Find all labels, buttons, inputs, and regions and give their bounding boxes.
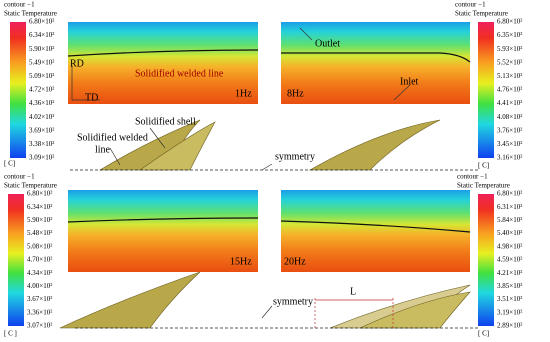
colorbar-title: contour −1 (4, 173, 35, 181)
leader (261, 163, 273, 171)
colorbar-label: 5.84×10² (497, 216, 522, 224)
colorbar-label: 4.08×10² (497, 113, 522, 121)
colorbar-label: 4.72×10² (29, 86, 54, 94)
annotation: RD (70, 58, 84, 69)
colorbar-label: 6.80×10² (497, 190, 522, 198)
annotation: Solidified shell (135, 116, 196, 127)
colorbar-title: contour −1 (455, 1, 486, 9)
annotation: symmetry (273, 296, 313, 307)
leader (149, 127, 166, 149)
colorbar-label: 6.80×10² (497, 18, 522, 26)
annotation: symmetry (275, 151, 315, 162)
contour-panel (68, 190, 258, 272)
colorbar-label: 6.35×10² (497, 31, 522, 39)
colorbar-label: 5.40×10² (497, 229, 522, 237)
shell (308, 119, 441, 171)
leaders (71, 27, 411, 328)
colorbar-label: 4.76×10² (497, 86, 522, 94)
colorbar-label: 3.51×10² (497, 295, 522, 303)
panel-label: 15Hz (230, 256, 252, 267)
colorbar-label: 4.34×10² (27, 269, 52, 277)
colorbar-label: 4.59×10² (497, 256, 522, 264)
colorbar-label: 3.16×10² (497, 154, 522, 162)
contour-panel (281, 22, 470, 104)
colorbar-label: 3.67×10² (27, 295, 52, 303)
colorbar-label: 4.41×10² (497, 99, 522, 107)
colorbar-unit: [ C] (478, 330, 489, 338)
contour-panel (68, 22, 258, 104)
contour-panel (281, 190, 470, 272)
colorbar-label: 6.80×10² (27, 190, 52, 198)
colorbar-label: 5.93×10² (497, 45, 522, 53)
colorbar-label: 4.70×10² (27, 256, 52, 264)
colorbar-label: 4.98×10² (497, 242, 522, 250)
colorbar-unit: [ C] (4, 160, 15, 168)
contour-panels (67, 22, 471, 272)
colorbar (8, 194, 24, 326)
colorbar-label: 6.80×10² (29, 18, 54, 26)
leader (393, 84, 411, 101)
welded-line (67, 217, 259, 223)
colorbar-label: 5.08×10² (27, 242, 52, 250)
annotation: Solidified welded line (135, 68, 224, 79)
shell (59, 271, 201, 329)
welded-line (280, 220, 471, 233)
colorbar-label: 4.00×10² (27, 282, 52, 290)
colorbar-label: 4.21×10² (497, 269, 522, 277)
symmetry-lines (70, 169, 480, 329)
colorbar-label: 5.13×10² (497, 72, 522, 80)
colorbar (10, 22, 26, 158)
leader (261, 305, 273, 319)
annotation: L (350, 286, 356, 297)
colorbar-label: 5.90×10² (27, 216, 52, 224)
colorbar-subtitle: Static Temperature (4, 10, 57, 18)
colorbar-label: 4.36×10² (29, 99, 54, 107)
colorbar-label: 5.48×10² (27, 229, 52, 237)
panel-label: 20Hz (284, 256, 306, 267)
colorbar-title: contour −1 (4, 1, 35, 9)
colorbar-title: contour −1 (457, 173, 488, 181)
colorbar-unit: [ C ] (4, 330, 17, 338)
welded-line (281, 52, 471, 63)
annotation: Solidified welded (77, 132, 148, 143)
annotation: Inlet (400, 76, 419, 87)
colorbar-label: 3.38×10² (29, 140, 54, 148)
colorbar-label: 3.09×10² (29, 154, 54, 162)
colorbar-label: 6.34×10² (29, 31, 54, 39)
colorbar-label: 3.69×10² (29, 126, 54, 134)
colorbar (478, 22, 494, 158)
colorbar-label: 5.09×10² (29, 72, 54, 80)
colorbar-label: 6.31×10² (497, 203, 522, 211)
shell (359, 291, 471, 329)
leader (109, 147, 121, 166)
panel-label: 1Hz (235, 88, 252, 99)
colorbar-subtitle: Static Temperature (4, 182, 57, 190)
welded-line (67, 49, 259, 57)
colorbar-label: 5.49×10² (29, 58, 54, 66)
colorbar-label: 5.52×10² (497, 58, 522, 66)
colorbar-subtitle: Static Temperature (457, 182, 510, 190)
colorbar-label: 4.02×10² (29, 113, 54, 121)
annotation: Outlet (315, 38, 340, 49)
colorbar (478, 194, 494, 326)
shell (139, 121, 216, 171)
panel-label: 8Hz (287, 88, 304, 99)
colorbar-label: 3.36×10² (27, 308, 52, 316)
colorbar-label: 3.45×10² (497, 140, 522, 148)
colorbar-label: 5.90×10² (29, 45, 54, 53)
annotation: line (95, 144, 111, 155)
colorbar-label: 3.85×10² (497, 282, 522, 290)
colorbar-label: 3.07×10² (27, 322, 52, 330)
annotation: TD (85, 92, 98, 103)
leader (299, 27, 313, 41)
colorbar-unit: [ C] (478, 162, 489, 170)
colorbar-subtitle: Static Temperature (455, 10, 508, 18)
colorbar-label: 3.76×10² (497, 126, 522, 134)
colorbar-label: 3.19×10² (497, 308, 522, 316)
colorbar-label: 2.89×10² (497, 322, 522, 330)
shells (59, 119, 471, 329)
colorbar-label: 6.34×10² (27, 203, 52, 211)
